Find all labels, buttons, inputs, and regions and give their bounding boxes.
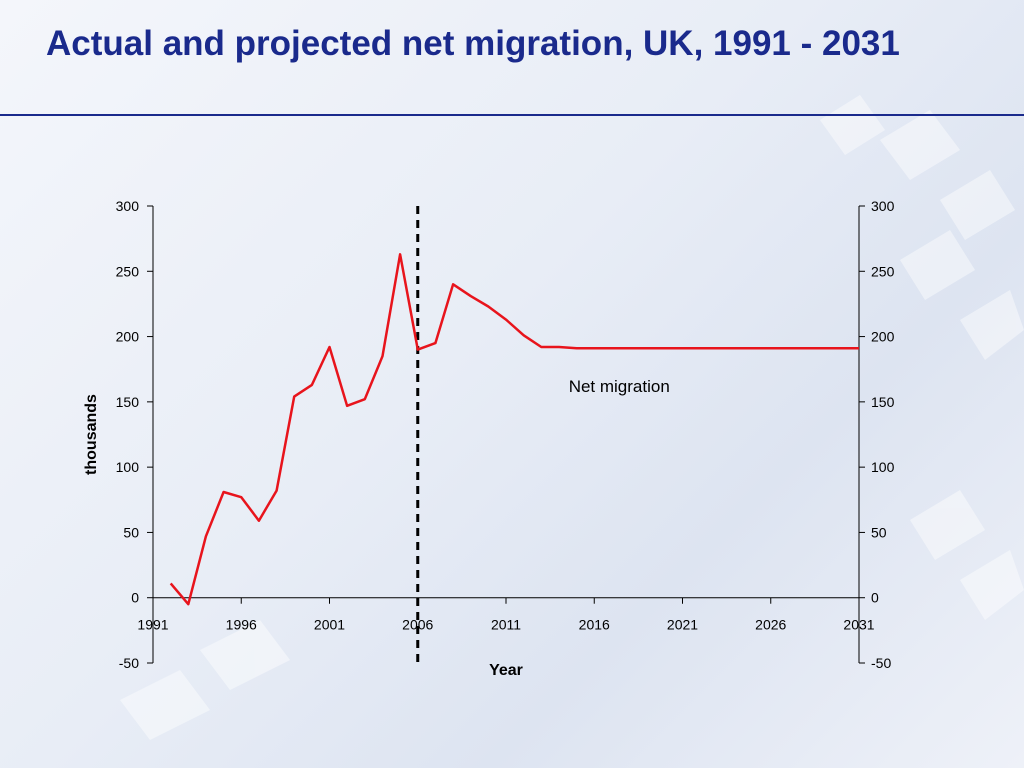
x-tick-label: 2006 <box>402 617 433 633</box>
y-axis-label: thousands <box>83 394 100 475</box>
axes <box>147 205 865 664</box>
x-axis-label: Year <box>489 662 523 679</box>
x-tick-label: 2016 <box>579 617 610 633</box>
y-tick-label-left: 100 <box>116 459 140 475</box>
slide-title: Actual and projected net migration, UK, … <box>46 24 900 63</box>
y-tick-label-left: 300 <box>116 198 140 214</box>
y-tick-label-left: 150 <box>116 394 140 410</box>
y-tick-label-right: 100 <box>871 459 895 475</box>
x-tick-label: 2031 <box>843 617 874 633</box>
x-tick-label: 2021 <box>667 617 698 633</box>
x-tick-labels: 1991 1996 2001 2006 2011 2016 2021 2026 2031 <box>137 617 874 633</box>
y-tick-label-left: 0 <box>131 590 139 606</box>
y-tick-label-right: 0 <box>871 590 879 606</box>
x-tick-label: 1991 <box>137 617 168 633</box>
y-tick-labels-left: -50 0 50 100 150 200 250 300 <box>116 198 140 671</box>
y-tick-label-left: 250 <box>116 263 140 279</box>
x-tick-label: 2026 <box>755 617 786 633</box>
y-tick-label-left: 200 <box>116 329 140 345</box>
y-tick-label-left: 50 <box>123 524 139 540</box>
series-lines <box>169 253 859 606</box>
y-tick-labels-right: -50 0 50 100 150 200 250 300 <box>871 198 895 671</box>
y-tick-label-right: 200 <box>871 329 895 345</box>
title-divider <box>0 114 1024 116</box>
y-tick-label-left: -50 <box>119 655 139 671</box>
y-tick-label-right: 50 <box>871 524 887 540</box>
series-line-0 <box>169 253 859 606</box>
x-tick-label: 1996 <box>226 617 257 633</box>
x-tick-label: 2011 <box>491 617 521 633</box>
y-tick-label-right: 250 <box>871 263 895 279</box>
y-tick-label-right: 300 <box>871 198 895 214</box>
series-annotation: Net migration <box>569 377 670 396</box>
y-tick-label-right: -50 <box>871 655 891 671</box>
y-tick-label-right: 150 <box>871 394 895 410</box>
x-tick-label: 2001 <box>314 617 345 633</box>
